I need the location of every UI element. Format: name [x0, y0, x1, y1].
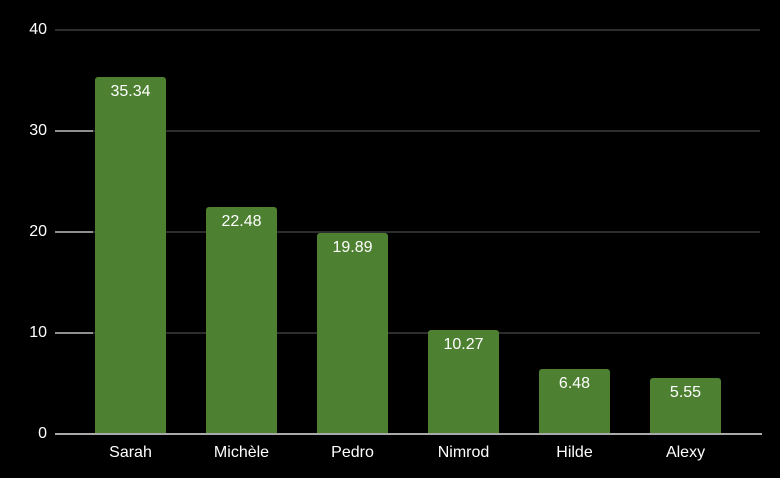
y-axis-tick-mark	[55, 332, 93, 334]
x-axis-category-label: Hilde	[556, 444, 593, 461]
y-axis-tick-label: 0	[38, 425, 47, 442]
y-axis-tick-label: 10	[29, 324, 47, 341]
x-axis-line	[55, 433, 762, 435]
bar-value-label: 19.89	[332, 239, 373, 256]
x-axis-category-label: Nimrod	[437, 444, 490, 461]
bar-value-label: 22.48	[221, 213, 262, 230]
bar-nimrod[interactable]: 10.27	[428, 330, 499, 434]
x-axis-category-label: Sarah	[109, 444, 152, 461]
gridline	[55, 130, 760, 132]
bar-value-label: 6.48	[558, 375, 591, 392]
gridline	[55, 29, 760, 31]
x-axis-category-label: Michèle	[213, 444, 270, 461]
gridline	[55, 332, 760, 334]
y-axis-tick-label: 30	[29, 122, 47, 139]
bar-value-label: 10.27	[443, 336, 484, 353]
bar-pedro[interactable]: 19.89	[317, 233, 388, 434]
bar-hilde[interactable]: 6.48	[539, 369, 610, 434]
x-axis-category-label: Alexy	[665, 444, 706, 461]
gridline	[55, 231, 760, 233]
bar-michèle[interactable]: 22.48	[206, 207, 277, 434]
bar-alexy[interactable]: 5.55	[650, 378, 721, 434]
bar-value-label: 5.55	[669, 384, 702, 401]
bar-sarah[interactable]: 35.34	[95, 77, 166, 434]
y-axis-tick-label: 40	[29, 21, 47, 38]
bar-value-label: 35.34	[110, 83, 151, 100]
x-axis-category-label: Pedro	[331, 444, 374, 461]
y-axis-tick-label: 20	[29, 223, 47, 240]
y-axis-tick-mark	[55, 231, 93, 233]
y-axis-tick-mark	[55, 130, 93, 132]
